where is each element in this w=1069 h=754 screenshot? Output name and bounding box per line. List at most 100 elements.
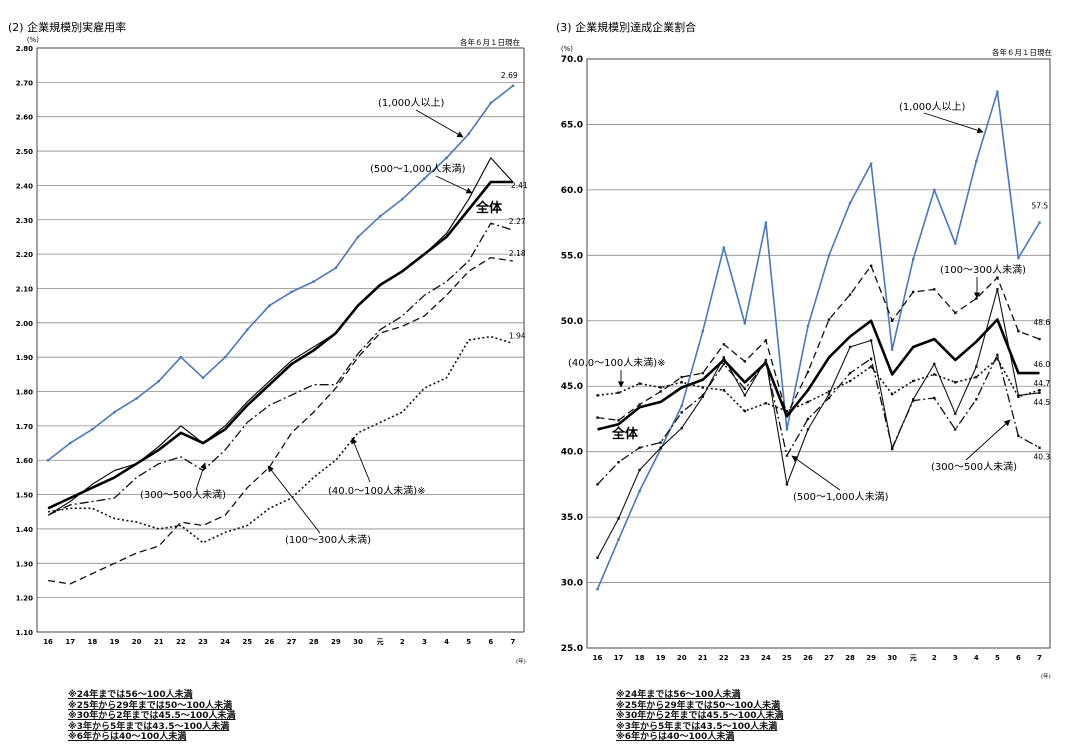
series-line: [597, 288, 1040, 558]
x-tick-label: 25: [242, 638, 252, 646]
y-tick-label: 1.20: [16, 595, 33, 603]
note-line: ※24年までは56～100人未満: [616, 690, 741, 700]
x-tick-label: 27: [824, 654, 834, 662]
x-unit-label: (年): [516, 657, 526, 665]
annotation-arrow: [267, 465, 321, 534]
x-tick-label: 16: [43, 638, 53, 646]
end-value-label: 2.27: [509, 217, 526, 226]
end-value-label: 57.5: [1031, 202, 1048, 211]
data-point: [179, 355, 183, 359]
series-annotation: (300～500人未満): [140, 489, 226, 501]
data-point: [1038, 221, 1041, 224]
x-tick-label: 6: [1016, 654, 1021, 662]
data-point: [701, 395, 704, 398]
series-annotation: (300～500人未満): [931, 461, 1017, 473]
x-tick-label: 29: [866, 654, 876, 662]
x-tick-label: 3: [422, 638, 427, 646]
data-point: [848, 345, 852, 349]
x-tick-label: 19: [656, 654, 666, 662]
data-point: [680, 411, 683, 414]
data-point: [954, 381, 957, 384]
data-point: [722, 388, 725, 392]
series-line: [48, 256, 513, 585]
data-point: [659, 447, 662, 451]
x-tick-label: 6: [488, 638, 493, 646]
data-point: [806, 400, 810, 404]
notes-left: ※24年までは56～100人未満 ※25年から29年までは50～100人未満 ※…: [68, 690, 236, 743]
data-point: [912, 399, 915, 402]
data-point: [975, 159, 978, 163]
data-point: [933, 373, 936, 376]
data-point: [996, 90, 999, 93]
data-point: [596, 483, 599, 486]
data-point: [659, 390, 662, 393]
data-point: [764, 339, 768, 342]
y-tick-label: 2.60: [16, 114, 33, 122]
data-point: [806, 370, 810, 374]
notes-right: ※24年までは56～100人未満 ※25年から29年までは50～100人未満 ※…: [616, 690, 784, 743]
data-point: [1017, 434, 1020, 438]
data-point: [996, 288, 999, 291]
y-tick-label: 1.40: [16, 526, 33, 534]
x-tick-label: 4: [444, 638, 449, 646]
data-point: [1017, 330, 1020, 333]
data-point: [785, 409, 789, 413]
data-point: [848, 379, 852, 383]
data-point: [996, 353, 999, 357]
x-tick-label: 28: [309, 638, 319, 646]
data-point: [659, 386, 662, 389]
data-point: [827, 318, 831, 321]
series-line: [47, 180, 513, 510]
data-point: [201, 376, 205, 379]
data-point: [113, 410, 116, 414]
data-point: [268, 304, 271, 307]
data-point: [701, 330, 704, 333]
data-point: [764, 221, 768, 224]
data-point: [785, 454, 789, 457]
data-point: [246, 328, 249, 331]
data-point: [912, 398, 915, 401]
chart-title: (2) 企業規模別実雇用率: [8, 20, 126, 34]
data-point: [806, 324, 810, 328]
data-point: [890, 392, 894, 396]
y-tick-label: 2.80: [16, 45, 33, 53]
data-point: [617, 517, 620, 520]
x-tick-label: 30: [887, 654, 897, 662]
series-annotation: 全体: [475, 200, 503, 216]
x-tick-label: 17: [614, 654, 624, 662]
data-point: [933, 396, 936, 400]
data-point: [617, 460, 620, 464]
x-tick-label: 28: [845, 654, 855, 662]
x-tick-label: 21: [698, 654, 708, 662]
note-line: ※6年からは40～100人未満: [616, 732, 735, 742]
data-point: [701, 394, 704, 397]
x-tick-label: 26: [265, 638, 275, 646]
data-point: [445, 156, 448, 160]
y-tick-label: 50.0: [561, 317, 583, 327]
series-annotation: (1,000人以上): [899, 101, 966, 113]
x-tick-label: 23: [198, 638, 208, 646]
data-point: [638, 382, 641, 385]
x-tick-label: 元: [910, 654, 917, 662]
plot-frame: [586, 58, 1051, 649]
data-point: [617, 419, 620, 422]
x-tick-label: 16: [593, 654, 603, 662]
data-point: [1038, 446, 1041, 449]
series-line: [597, 265, 1040, 421]
data-point: [764, 402, 768, 405]
note-line: ※6年からは40～100人未満: [68, 732, 187, 742]
data-point: [806, 417, 810, 421]
data-point: [954, 428, 957, 431]
data-point: [135, 397, 138, 400]
y-tick-label: 35.0: [561, 513, 583, 523]
data-point: [1017, 256, 1020, 260]
data-point: [1017, 395, 1020, 398]
data-point: [680, 375, 683, 379]
data-point: [638, 489, 641, 493]
x-tick-label: 17: [65, 638, 75, 646]
y-tick-label: 1.30: [16, 560, 33, 568]
data-point: [743, 409, 747, 413]
y-tick-label: 25.0: [561, 644, 583, 654]
data-point: [848, 371, 852, 375]
